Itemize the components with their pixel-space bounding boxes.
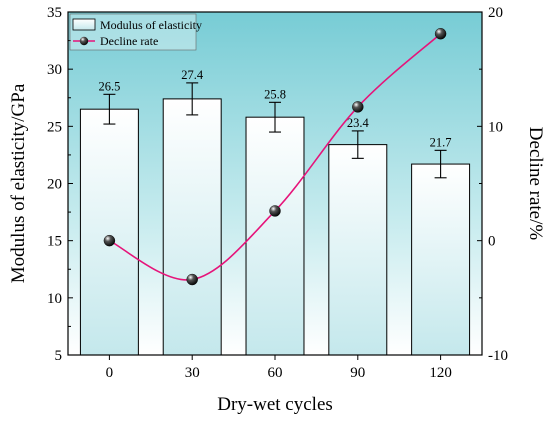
marker-0 <box>103 234 116 247</box>
right-tick-label-20: 20 <box>488 5 503 21</box>
bar-90 <box>328 144 388 356</box>
legend-bar-swatch <box>72 18 96 31</box>
error-bar-0 <box>103 93 116 125</box>
marker-60 <box>269 205 281 217</box>
x-tick-label-90: 90 <box>350 365 365 381</box>
error-bar-60 <box>269 101 281 133</box>
data-labels: 26.5 27.4 25.8 23.4 21.7 <box>98 68 451 149</box>
x-axis-title: Dry-wet cycles <box>217 394 333 415</box>
left-tick-label-15: 15 <box>47 234 62 250</box>
error-bars <box>103 82 447 179</box>
data-label-30: 27.4 <box>181 68 204 82</box>
legend-marker-icon <box>79 36 89 46</box>
decline-rate-markers <box>103 28 447 286</box>
bar-30 <box>162 98 222 356</box>
x-tick-label-0: 0 <box>106 365 114 381</box>
legend-entry-modulus: Modulus of elasticity <box>100 18 202 32</box>
data-label-0: 26.5 <box>98 79 120 93</box>
right-tick-label-0: 0 <box>488 234 496 250</box>
left-tick-label-25: 25 <box>47 119 62 135</box>
left-tick-label-20: 20 <box>47 177 62 193</box>
marker-30 <box>186 273 198 286</box>
data-label-60: 25.8 <box>264 87 286 101</box>
error-bar-120 <box>434 149 447 179</box>
error-bar-90 <box>351 130 364 159</box>
left-axis-ticks: 5 10 15 20 25 30 35 <box>47 5 73 364</box>
x-tick-label-30: 30 <box>185 365 200 381</box>
marker-90 <box>352 101 364 113</box>
legend-entry-decline-rate: Decline rate <box>100 34 158 48</box>
x-tick-label-60: 60 <box>268 365 283 381</box>
bar-120 <box>411 163 471 356</box>
bar-0 <box>79 108 139 356</box>
legend: Modulus of elasticity Decline rate <box>69 13 202 51</box>
right-axis-ticks: -10 0 10 20 <box>477 5 508 364</box>
bar-60 <box>245 116 305 356</box>
right-axis-title: Decline rate/% <box>525 127 546 241</box>
data-label-120: 21.7 <box>430 135 452 149</box>
bar-series <box>79 98 471 356</box>
left-tick-label-10: 10 <box>47 291 62 307</box>
x-axis-ticks: 0 30 60 90 120 <box>106 355 452 381</box>
marker-120 <box>434 28 447 40</box>
left-tick-label-5: 5 <box>55 348 63 364</box>
left-axis-title: Modulus of elasticity/GPa <box>8 83 29 283</box>
data-label-90: 23.4 <box>347 116 370 130</box>
right-tick-label-10: 10 <box>488 119 503 135</box>
x-tick-label-120: 120 <box>429 365 452 381</box>
left-tick-label-35: 35 <box>47 5 62 21</box>
error-bar-30 <box>186 82 199 116</box>
left-tick-label-30: 30 <box>47 62 62 78</box>
right-tick-label--10: -10 <box>488 348 508 364</box>
